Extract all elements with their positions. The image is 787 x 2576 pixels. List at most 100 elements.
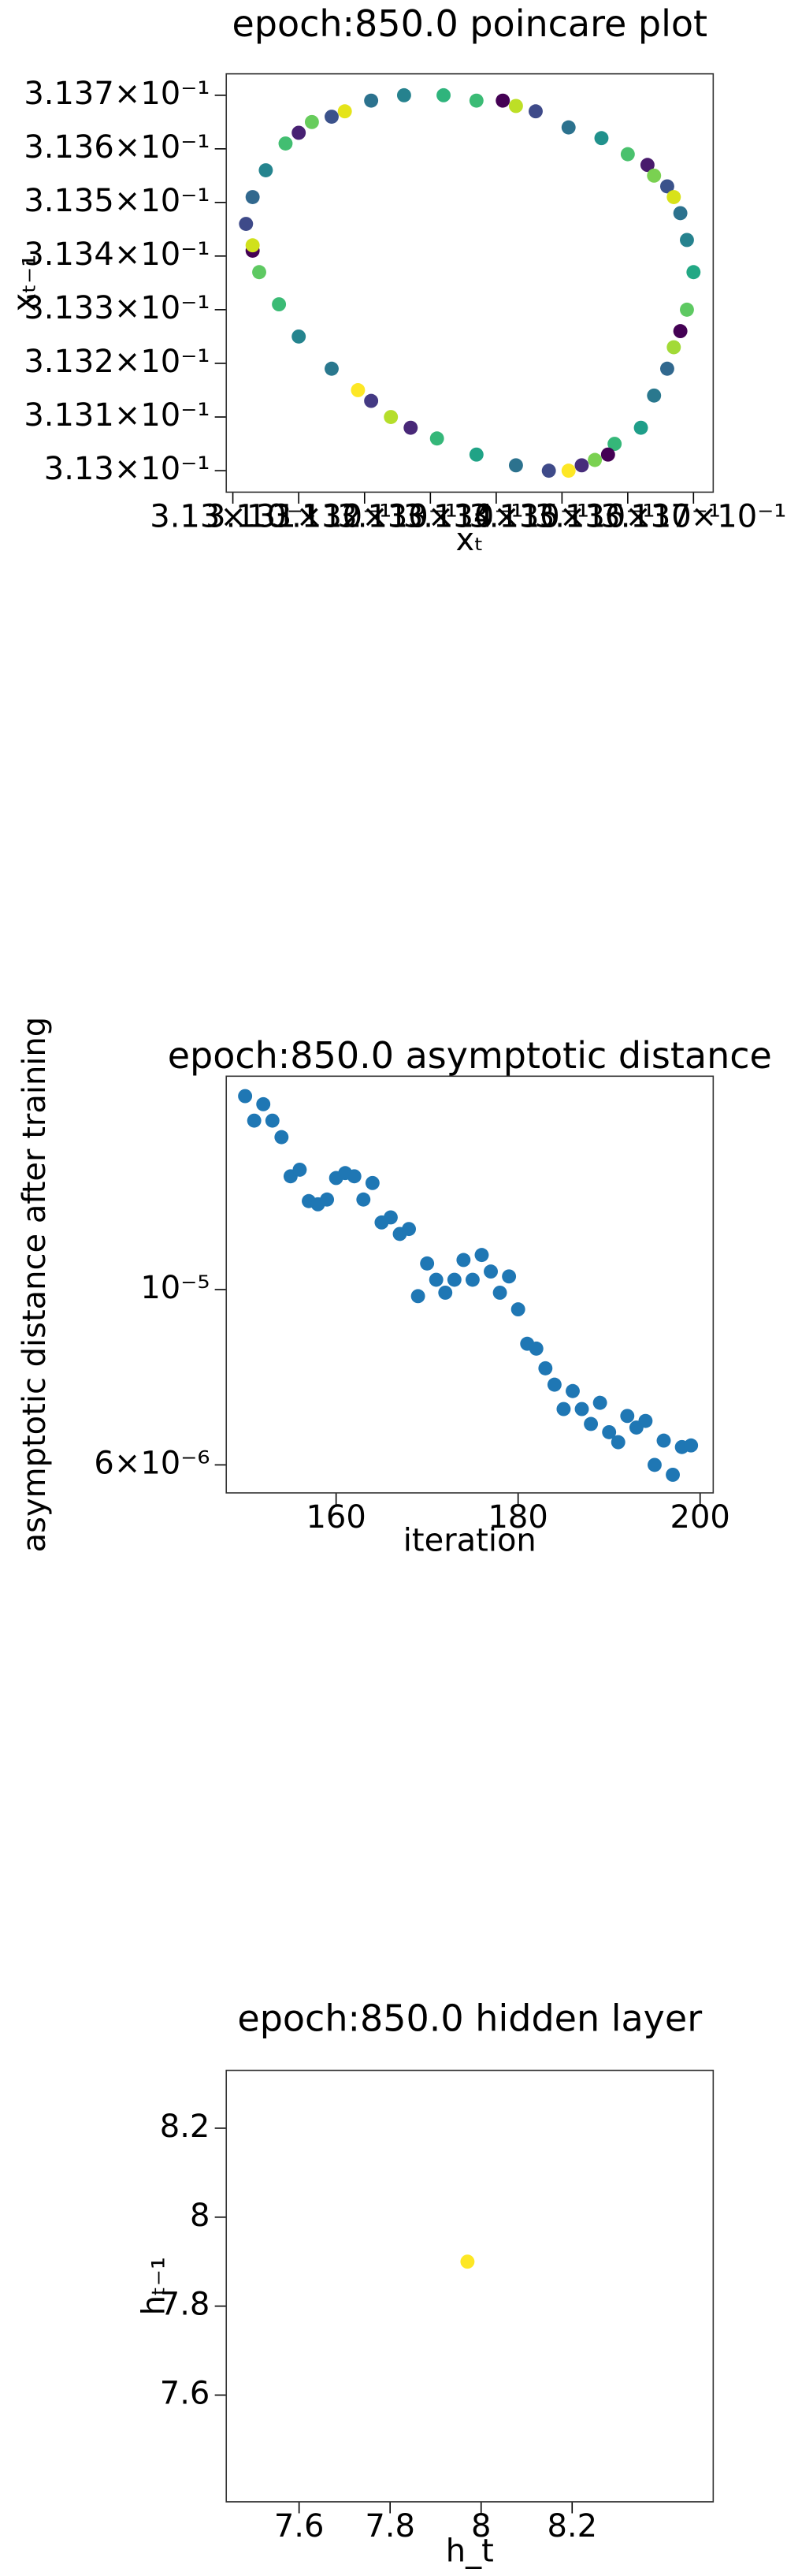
x-tick-label: 3.132×10⁻¹ <box>272 499 458 535</box>
point <box>274 1130 289 1145</box>
point <box>384 1210 398 1225</box>
axes-frame <box>225 73 715 493</box>
point <box>438 1285 453 1300</box>
point <box>666 190 681 204</box>
y-tick-label: 3.134×10⁻¹ <box>24 236 210 273</box>
point <box>484 1264 498 1279</box>
point <box>666 340 681 355</box>
x-tick-label: 7.6 <box>274 2508 325 2544</box>
point <box>659 179 674 194</box>
point <box>561 463 576 478</box>
point <box>602 1424 617 1439</box>
point <box>607 437 622 452</box>
point <box>325 361 339 376</box>
point <box>502 1269 517 1284</box>
chart-title: epoch:850.0 hidden layer <box>237 1997 702 2040</box>
point <box>347 1169 362 1184</box>
point <box>673 324 688 339</box>
point <box>252 265 266 280</box>
y-axis-label: asymptotic distance after training <box>17 1017 53 1553</box>
point <box>420 1256 435 1271</box>
y-tick-label: 10⁻⁵ <box>140 1270 210 1306</box>
point <box>365 1175 380 1190</box>
point <box>508 99 523 114</box>
point <box>547 1377 562 1392</box>
point <box>384 410 399 424</box>
point <box>356 1192 371 1207</box>
point <box>656 1433 671 1448</box>
point <box>291 329 306 344</box>
point <box>238 1089 253 1104</box>
y-tick-label: 3.133×10⁻¹ <box>24 290 210 326</box>
point <box>272 297 287 312</box>
point <box>508 458 523 473</box>
y-axis-label: xₜ₋₁ <box>6 255 43 312</box>
axes-frame <box>225 1075 715 1494</box>
point <box>541 463 556 478</box>
y-axis-label: hₜ₋₁ <box>136 2257 173 2315</box>
point <box>538 1361 553 1375</box>
point <box>566 1383 580 1398</box>
x-axis-label: xₜ <box>456 522 484 558</box>
point <box>647 388 662 403</box>
point <box>680 302 694 317</box>
point <box>588 452 603 467</box>
point <box>584 1416 599 1431</box>
point <box>574 1402 589 1416</box>
point <box>620 147 635 162</box>
point <box>638 1413 653 1428</box>
x-tick-label: 3.13×10⁻¹ <box>150 499 316 535</box>
x-tick-label: 7.8 <box>365 2508 415 2544</box>
point <box>659 361 674 376</box>
point <box>666 1467 681 1482</box>
point <box>436 87 451 102</box>
point <box>684 1438 699 1453</box>
point <box>594 131 609 146</box>
point <box>429 431 444 446</box>
point <box>403 420 418 435</box>
y-tick-label: 3.135×10⁻¹ <box>24 183 210 219</box>
point <box>292 1162 307 1177</box>
x-tick-label: 3.136×10⁻¹ <box>535 499 721 535</box>
x-tick-label: 3.133×10⁻¹ <box>337 499 523 535</box>
y-tick-label: 3.13×10⁻¹ <box>44 451 210 487</box>
x-tick-label: 180 <box>488 1499 548 1536</box>
point <box>245 238 260 253</box>
point <box>640 158 655 173</box>
point <box>469 93 484 108</box>
point <box>680 233 694 248</box>
point <box>620 1409 635 1424</box>
point <box>337 104 352 119</box>
x-tick-label: 3.135×10⁻¹ <box>469 499 655 535</box>
chart-title: epoch:850.0 poincare plot <box>232 2 707 45</box>
x-tick-label: 200 <box>670 1499 730 1536</box>
point <box>410 1289 425 1304</box>
point <box>265 1113 280 1128</box>
point <box>561 120 576 135</box>
point <box>258 163 273 177</box>
point <box>325 110 339 124</box>
y-tick-label: 8.2 <box>160 2109 210 2145</box>
y-tick-label: 3.131×10⁻¹ <box>24 397 210 434</box>
point <box>247 1113 262 1128</box>
x-tick-label: 3.134×10⁻¹ <box>403 499 589 535</box>
x-tick-label: 3.131×10⁻¹ <box>206 499 392 535</box>
x-axis-label: iteration <box>403 1522 536 1558</box>
point <box>429 1272 444 1287</box>
point <box>496 93 510 108</box>
point <box>320 1192 335 1207</box>
chart-title: epoch:850.0 asymptotic distance <box>168 1034 772 1077</box>
point <box>600 447 615 462</box>
point <box>510 1302 525 1317</box>
point <box>364 393 379 408</box>
point <box>686 265 701 280</box>
point <box>456 1253 471 1268</box>
point <box>447 1272 462 1287</box>
point <box>673 206 688 221</box>
y-tick-label: 3.132×10⁻¹ <box>24 344 210 380</box>
point <box>529 104 543 119</box>
y-tick-label: 7.8 <box>160 2287 210 2323</box>
point <box>474 1248 489 1263</box>
